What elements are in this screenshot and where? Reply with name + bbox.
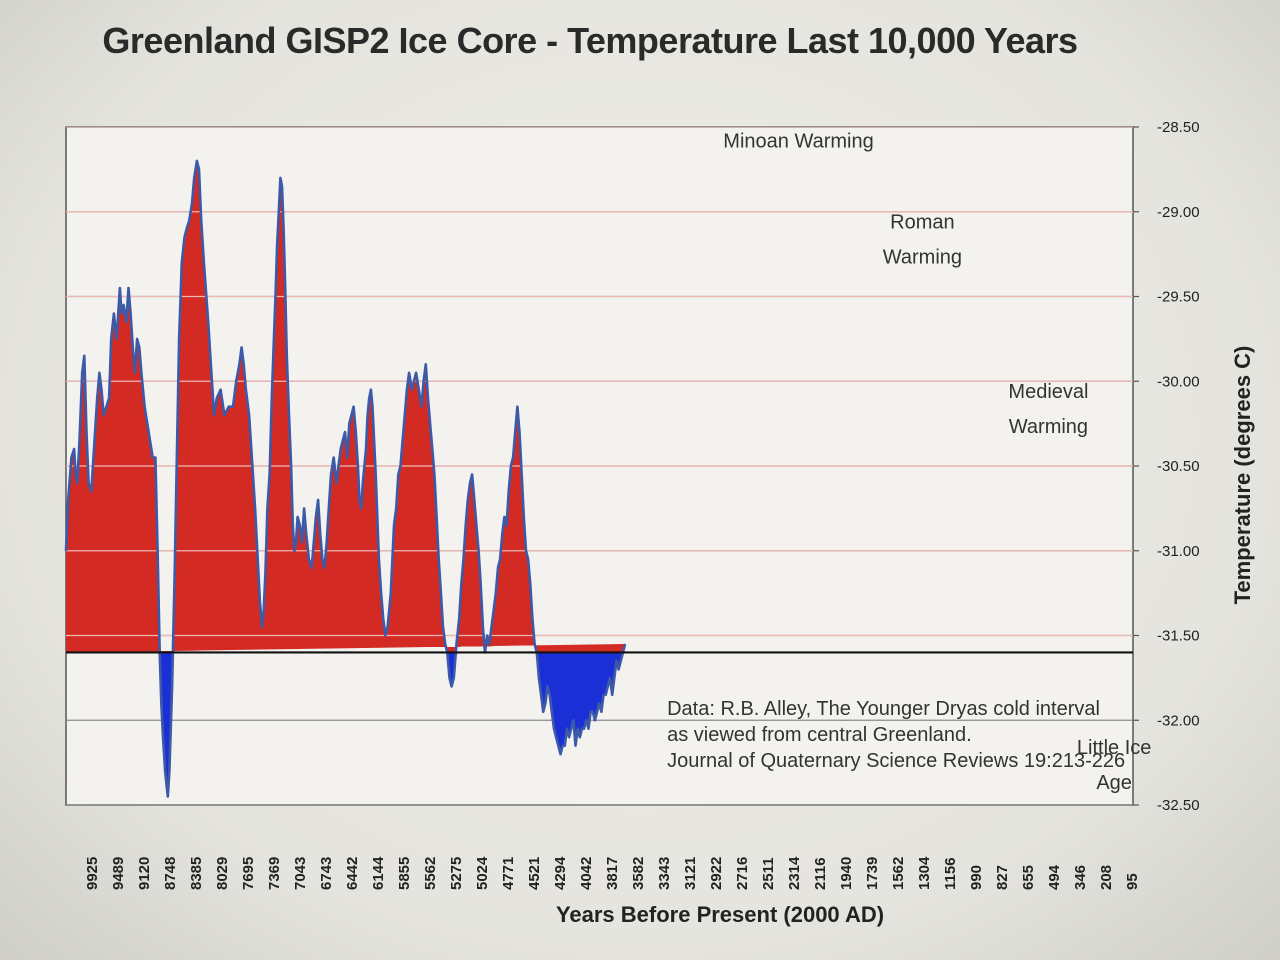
- x-tick-label: 1739: [864, 857, 881, 890]
- y-tick-label: -28.50: [1157, 119, 1200, 136]
- x-tick-label: 6442: [344, 857, 361, 890]
- y-tick-label: -32.00: [1157, 712, 1200, 729]
- annotation-text: Medieval: [1008, 381, 1088, 403]
- x-tick-label: 9489: [110, 857, 127, 890]
- x-tick-label: 7369: [266, 857, 283, 890]
- x-tick-label: 2922: [708, 857, 725, 890]
- annotation-text: Roman: [890, 212, 954, 234]
- x-tick-label: 208: [1098, 865, 1115, 890]
- x-tick-label: 5024: [474, 856, 491, 890]
- x-tick-label: 2314: [786, 856, 803, 890]
- x-tick-label: 4042: [578, 857, 595, 890]
- temperature-line: [64, 159, 627, 798]
- y-tick-label: -30.00: [1157, 373, 1200, 390]
- y-tick-label: -31.00: [1157, 543, 1200, 560]
- x-tick-label: 95: [1124, 873, 1141, 890]
- x-axis-title: Years Before Present (2000 AD): [556, 902, 884, 927]
- annotation-text: Age: [1096, 772, 1132, 794]
- annotation-text: Data: R.B. Alley, The Younger Dryas cold…: [667, 698, 1100, 720]
- cold-area-fill: [66, 652, 623, 797]
- x-tick-label: 3121: [682, 857, 699, 890]
- x-tick-label: 1940: [838, 857, 855, 890]
- x-tick-label: 4294: [552, 856, 569, 890]
- y-tick-label: -32.50: [1157, 797, 1200, 814]
- x-tick-label: 3343: [656, 857, 673, 890]
- x-tick-label: 2716: [734, 857, 751, 890]
- x-tick-label: 5855: [396, 857, 413, 890]
- warm-area-fill: [66, 160, 626, 653]
- x-tick-label: 8748: [162, 857, 179, 890]
- x-tick-label: 346: [1072, 865, 1089, 890]
- annotations: Minoan Warming Roman Warming Medieval Warmin…: [667, 130, 1151, 794]
- x-tick-label: 827: [994, 865, 1011, 890]
- x-tick-label: 1304: [916, 856, 933, 890]
- x-tick-label: 3582: [630, 857, 647, 890]
- x-tick-label: 1156: [942, 857, 959, 890]
- annotation-text: Warming: [1009, 416, 1088, 438]
- x-tick-label: 2511: [760, 857, 777, 890]
- x-tick-label: 6144: [370, 856, 387, 890]
- x-tick-label: 2116: [812, 857, 829, 890]
- x-tick-label: 5562: [422, 857, 439, 890]
- x-tick-label: 1562: [890, 857, 907, 890]
- annotation-text: Little Ice: [1077, 737, 1151, 759]
- y-tick-label: -31.50: [1157, 628, 1200, 645]
- annotation-text: as viewed from central Greenland.: [667, 724, 972, 746]
- x-tick-label: 8385: [188, 857, 205, 890]
- y-tick-label: -30.50: [1157, 458, 1200, 475]
- x-tick-label: 494: [1046, 864, 1063, 890]
- x-tick-label: 9120: [136, 857, 153, 890]
- x-tick-label: 4521: [526, 857, 543, 890]
- y-tick-labels: -28.50 -29.00 -29.50 -30.00 -30.50 -31.00 -31.…: [1157, 119, 1200, 814]
- x-tick-label: 990: [968, 865, 985, 890]
- x-tick-label: 3817: [604, 857, 621, 890]
- y-tick-label: -29.00: [1157, 204, 1200, 221]
- x-tick-labels: 9925 9489 9120 8748 8385 8029 7695 7369 7043 6743…: [84, 856, 1141, 890]
- x-tick-label: 5275: [448, 857, 465, 890]
- annotation-text: Warming: [883, 247, 962, 269]
- x-tick-label: 7043: [292, 857, 309, 890]
- x-tick-label: 6743: [318, 857, 335, 890]
- temperature-area: [64, 127, 1133, 798]
- y-tick-label: -29.50: [1157, 289, 1200, 306]
- annotation-text: Minoan Warming: [723, 130, 873, 152]
- x-tick-label: 4771: [500, 857, 517, 890]
- x-tick-label: 655: [1020, 865, 1037, 890]
- x-tick-label: 7695: [240, 857, 257, 890]
- y-axis-title: Temperature (degrees C): [1230, 346, 1255, 605]
- x-tick-label: 9925: [84, 857, 101, 890]
- annotation-text: Journal of Quaternary Science Reviews 19…: [667, 750, 1125, 772]
- chart-title: Greenland GISP2 Ice Core - Temperature L…: [102, 20, 1078, 61]
- x-tick-label: 8029: [214, 857, 231, 890]
